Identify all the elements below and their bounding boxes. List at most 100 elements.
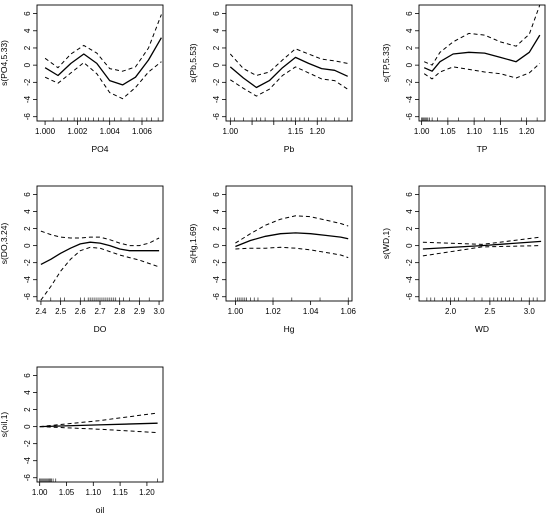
x-axis-label: DO bbox=[94, 324, 107, 334]
x-tick-label: 1.10 bbox=[466, 127, 482, 136]
y-tick-label: 4 bbox=[212, 209, 221, 214]
smooth-estimate-line bbox=[39, 422, 158, 428]
y-tick-label: 6 bbox=[23, 192, 32, 197]
y-tick-label: 4 bbox=[212, 28, 221, 33]
x-tick-label: 1.006 bbox=[132, 127, 153, 136]
y-tick-label: 2 bbox=[212, 226, 221, 231]
plot-frame bbox=[36, 366, 164, 483]
y-tick-label: -2 bbox=[405, 259, 414, 267]
x-axis-label: PO4 bbox=[91, 144, 108, 154]
y-tick-label: -4 bbox=[23, 457, 32, 465]
y-tick-label: 4 bbox=[23, 209, 32, 214]
confidence-band-line bbox=[422, 245, 542, 257]
x-tick-label: 1.15 bbox=[493, 127, 509, 136]
confidence-band-line bbox=[230, 66, 348, 97]
y-tick-label: 6 bbox=[405, 11, 414, 16]
confidence-band-line bbox=[423, 63, 541, 80]
y-tick-label: 0 bbox=[23, 62, 32, 67]
x-tick-label: 1.05 bbox=[59, 488, 75, 497]
smooth-estimate-line bbox=[40, 241, 160, 265]
confidence-band-line bbox=[235, 246, 349, 259]
y-tick-label: 6 bbox=[212, 11, 221, 16]
panel-2: -6 -4 -2 0 2 4 6 1.00 1.15 1.20 Pb s(Pb,5.53) bbox=[188, 4, 353, 154]
panel-4: -6 -4 -2 0 2 4 6 2.4 2.5 2.6 2.7 2.8 2.9 3.0 DO s(DO,3.… bbox=[0, 185, 166, 334]
x-axis-label: Pb bbox=[284, 144, 295, 154]
y-tick-label: -2 bbox=[212, 259, 221, 267]
y-tick-label: -4 bbox=[212, 95, 221, 103]
y-tick-label: 2 bbox=[23, 45, 32, 50]
x-tick-label: 2.8 bbox=[114, 307, 126, 316]
x-tick-label: 1.02 bbox=[265, 307, 281, 316]
plot-frame bbox=[225, 185, 353, 302]
plot-frame bbox=[225, 4, 353, 122]
x-tick-label: 1.002 bbox=[67, 127, 88, 136]
y-tick-label: -6 bbox=[405, 113, 414, 121]
y-tick-label: -4 bbox=[23, 95, 32, 103]
y-axis-label: s(WD,1) bbox=[381, 228, 391, 259]
x-tick-label: 1.10 bbox=[86, 488, 102, 497]
x-tick-label: 3.0 bbox=[524, 307, 536, 316]
x-tick-label: 2.6 bbox=[75, 307, 87, 316]
x-tick-label: 1.20 bbox=[519, 127, 535, 136]
y-tick-label: -2 bbox=[405, 78, 414, 86]
x-tick-label: 1.15 bbox=[112, 488, 128, 497]
y-tick-label: 2 bbox=[405, 45, 414, 50]
panel-1: -6 -4 -2 0 2 4 6 1.000 1.002 1.004 1.006 PO4 s(PO4,5… bbox=[0, 4, 164, 154]
y-tick-label: 4 bbox=[23, 390, 32, 395]
y-tick-label: 6 bbox=[405, 192, 414, 197]
x-tick-label: 2.5 bbox=[484, 307, 496, 316]
y-tick-label: 0 bbox=[212, 62, 221, 67]
y-tick-label: 4 bbox=[405, 209, 414, 214]
x-axis-label: Hg bbox=[284, 324, 295, 334]
confidence-band-line bbox=[39, 412, 158, 428]
x-tick-label: 1.00 bbox=[32, 488, 48, 497]
y-tick-label: -2 bbox=[212, 78, 221, 86]
y-axis-label: s(Pb,5.53) bbox=[188, 43, 198, 82]
x-tick-label: 1.004 bbox=[100, 127, 121, 136]
y-axis-label: s(Hg,1.69) bbox=[188, 223, 198, 263]
plot-frame bbox=[36, 4, 164, 122]
x-tick-label: 2.4 bbox=[35, 307, 47, 316]
x-axis-label: WD bbox=[475, 324, 489, 334]
y-tick-label: -6 bbox=[23, 293, 32, 301]
y-tick-label: -6 bbox=[23, 474, 32, 482]
y-tick-label: 2 bbox=[23, 226, 32, 231]
y-tick-label: -6 bbox=[23, 113, 32, 121]
x-tick-label: 1.00 bbox=[223, 127, 239, 136]
confidence-band-line bbox=[235, 215, 349, 244]
y-tick-label: 2 bbox=[405, 226, 414, 231]
smooth-estimate-line bbox=[423, 34, 541, 72]
x-tick-label: 1.000 bbox=[35, 127, 56, 136]
confidence-band-line bbox=[44, 14, 162, 72]
y-tick-label: -6 bbox=[405, 293, 414, 301]
confidence-band-line bbox=[424, 4, 541, 66]
y-tick-label: 4 bbox=[405, 28, 414, 33]
x-tick-label: 1.00 bbox=[228, 307, 244, 316]
y-tick-label: 2 bbox=[23, 407, 32, 412]
confidence-band-line bbox=[44, 61, 162, 100]
y-tick-label: 4 bbox=[23, 28, 32, 33]
x-tick-label: 2.9 bbox=[134, 307, 146, 316]
x-tick-label: 2.7 bbox=[94, 307, 106, 316]
y-tick-label: -4 bbox=[405, 95, 414, 103]
x-tick-label: 1.05 bbox=[440, 127, 456, 136]
y-tick-label: 6 bbox=[23, 11, 32, 16]
panel-5: -6 -4 -2 0 2 4 6 1.00 1.02 1.04 1.06 Hg s(Hg,1.69) bbox=[188, 185, 357, 334]
smooth-estimate-line bbox=[229, 56, 348, 89]
y-tick-label: -4 bbox=[212, 276, 221, 284]
y-tick-label: 6 bbox=[212, 192, 221, 197]
y-tick-label: 2 bbox=[212, 45, 221, 50]
x-tick-label: 3.0 bbox=[154, 307, 166, 316]
plot-frame bbox=[418, 4, 546, 122]
x-axis-label: oil bbox=[96, 505, 105, 515]
y-tick-label: -4 bbox=[23, 276, 32, 284]
smooth-estimate-line bbox=[44, 37, 162, 86]
x-tick-label: 2.5 bbox=[55, 307, 67, 316]
x-tick-label: 1.20 bbox=[309, 127, 325, 136]
y-axis-label: s(oil,1) bbox=[0, 412, 9, 438]
y-tick-label: -2 bbox=[23, 259, 32, 267]
plot-frame bbox=[418, 185, 546, 302]
y-axis-label: s(PO4,5.33) bbox=[0, 40, 9, 86]
smooth-estimate-line bbox=[422, 240, 542, 250]
